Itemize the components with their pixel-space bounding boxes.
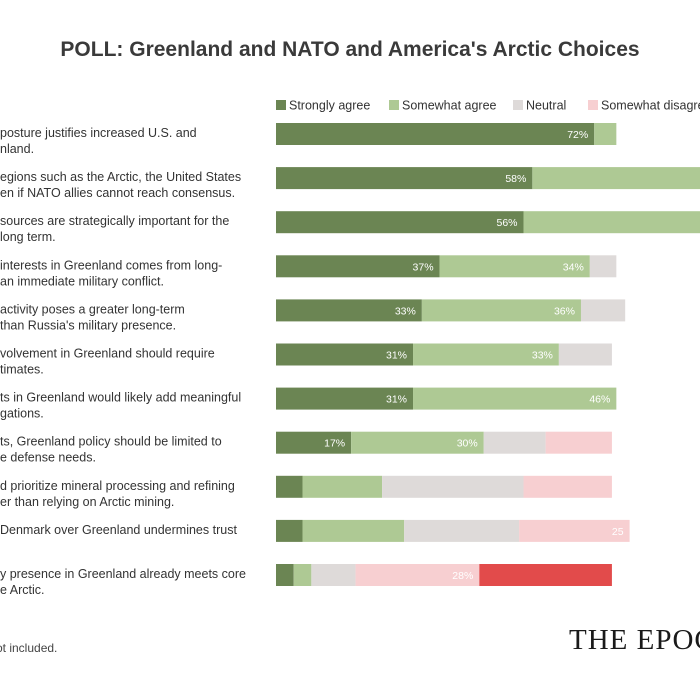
bar-value-label: 31% (386, 394, 407, 406)
bar-value-label: 34% (563, 261, 584, 273)
bar-value-label: 33% (395, 305, 416, 317)
statement-text: er than relying on Arctic mining. (0, 495, 174, 509)
bar-segment (519, 519, 630, 542)
bar-segment (276, 519, 303, 542)
statement-text: interests in Greenland comes from long- (0, 258, 222, 272)
bar-segment (483, 431, 546, 454)
bar-value-label: 30% (457, 438, 478, 450)
bar-segment (276, 299, 422, 322)
bar-segment (276, 167, 533, 190)
bar-segment (580, 299, 626, 322)
bar-segment (302, 475, 383, 498)
bar-value-label: 31% (386, 350, 407, 362)
statement-text: an immediate military conflict. (0, 274, 164, 288)
statement-text: en if NATO allies cannot reach consensus… (0, 186, 235, 200)
bar-value-label: 28% (452, 570, 473, 582)
statement-text: egions such as the Arctic, the United St… (0, 170, 241, 184)
bar-segment (276, 387, 414, 410)
bar-value-label: 36% (554, 305, 575, 317)
bar-segment (311, 564, 356, 586)
bar-segment (589, 255, 617, 278)
bar-value-label: 58% (505, 173, 526, 185)
legend-swatch (389, 100, 399, 110)
bar-segment (523, 475, 612, 498)
bar-value-label: 17% (324, 438, 345, 450)
bar-segment (276, 475, 303, 498)
statement-text: nland. (0, 142, 34, 156)
legend-label: Somewhat agree (402, 99, 497, 113)
bar-segment (302, 519, 405, 542)
bar-segment (276, 343, 414, 366)
bar-segment (276, 431, 352, 454)
bar-segment (594, 123, 617, 145)
legend-label: Somewhat disagre (601, 99, 700, 113)
bar-segment (355, 564, 480, 586)
chart-title: POLL: Greenland and NATO and America's A… (60, 38, 640, 61)
legend-swatch (276, 100, 286, 110)
bar-segment (479, 564, 612, 586)
bar-value-label: 56% (497, 217, 518, 229)
bar-value-label: 46% (589, 394, 610, 406)
bar-value-label: 25 (612, 526, 624, 538)
footnote: ot included. (0, 641, 58, 655)
bar-segment (351, 431, 484, 454)
statement-text: e defense needs. (0, 451, 96, 465)
statement-text: gations. (0, 407, 44, 421)
statement-text: Denmark over Greenland undermines trust (0, 523, 237, 537)
bar-segment (421, 299, 581, 322)
statement-text: sources are strategically important for … (0, 214, 229, 228)
bar-segment (404, 519, 520, 542)
legend-swatch (513, 100, 523, 110)
legend-label: Neutral (526, 99, 566, 113)
bar-segment (558, 343, 612, 366)
legend-label: Strongly agree (289, 99, 370, 113)
statement-text: ts, Greenland policy should be limited t… (0, 435, 222, 449)
bar-segment (276, 564, 294, 586)
bar-segment (545, 431, 612, 454)
bar-segment (293, 564, 312, 586)
statement-text: long term. (0, 230, 56, 244)
bar-segment (413, 343, 559, 366)
statement-text: posture justifies increased U.S. and (0, 126, 197, 140)
bar-segment (532, 167, 700, 190)
statement-text: volvement in Greenland should require (0, 347, 215, 361)
bar-value-label: 33% (532, 350, 553, 362)
bar-segment (276, 211, 524, 234)
bar-value-label: 37% (413, 261, 434, 273)
bar-segment (413, 387, 617, 410)
bar-segment (276, 123, 595, 145)
statement-text: than Russia's military presence. (0, 318, 176, 332)
statement-text: d prioritize mineral processing and refi… (0, 479, 235, 493)
statement-text: ts in Greenland would likely add meaning… (0, 391, 241, 405)
statement-text: timates. (0, 363, 44, 377)
bar-segment (523, 211, 700, 234)
bar-segment (276, 255, 440, 278)
statement-text: y presence in Greenland already meets co… (0, 567, 246, 581)
statement-text: e Arctic. (0, 583, 44, 597)
legend-swatch (588, 100, 598, 110)
statement-text: activity poses a greater long-term (0, 302, 185, 316)
publisher-logo: THE EPOC (569, 624, 700, 656)
bar-segment (439, 255, 590, 278)
bar-value-label: 72% (567, 129, 588, 141)
bar-segment (382, 475, 524, 498)
